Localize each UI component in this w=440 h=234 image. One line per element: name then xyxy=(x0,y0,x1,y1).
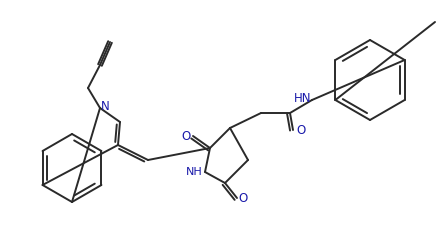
Text: NH: NH xyxy=(186,167,203,177)
Text: O: O xyxy=(182,129,191,143)
Text: O: O xyxy=(238,191,247,205)
Text: N: N xyxy=(101,100,110,113)
Text: HN: HN xyxy=(293,91,311,105)
Text: O: O xyxy=(296,124,305,138)
